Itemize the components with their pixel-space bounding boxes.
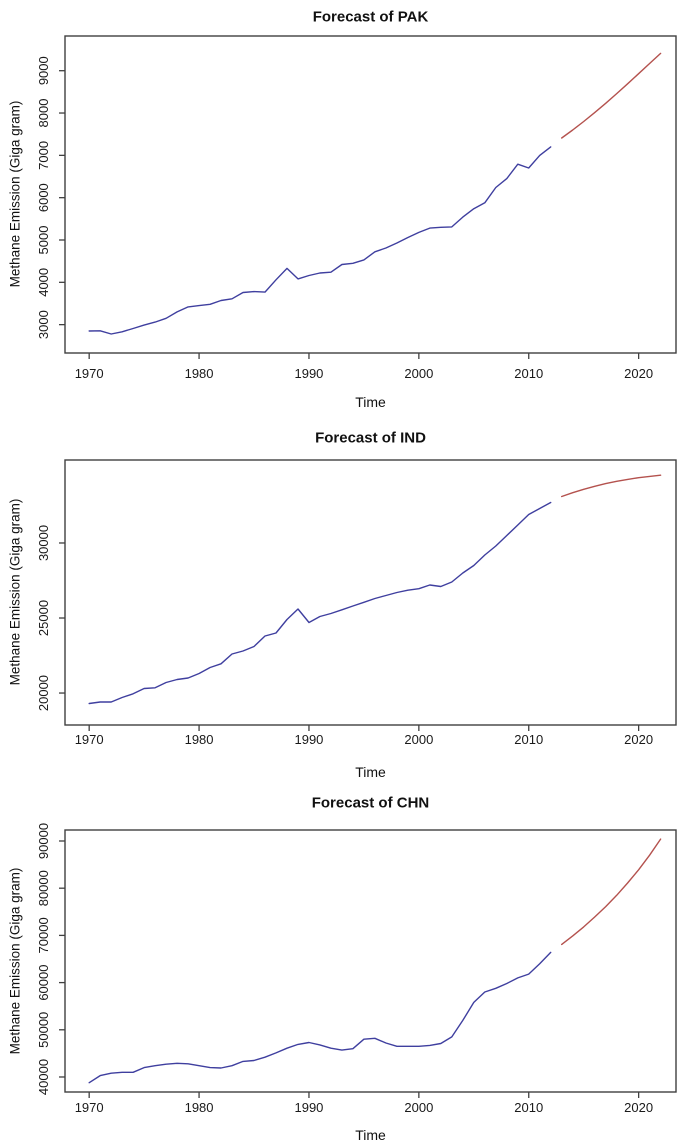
plot-box — [64, 35, 677, 354]
observed-line — [88, 146, 552, 335]
y-tick-label: 8000 — [36, 99, 51, 128]
y-axis-label: Methane Emission (Giga gram) — [7, 100, 23, 288]
y-tick-label: 20000 — [36, 675, 51, 711]
x-tick-label: 2010 — [514, 366, 543, 381]
y-axis-label: Methane Emission (Giga gram) — [7, 867, 23, 1055]
x-tick-label: 1990 — [294, 732, 323, 747]
x-axis-label: Time — [355, 1127, 386, 1143]
y-tick-label: 90000 — [36, 823, 51, 859]
y-tick-label: 4000 — [36, 268, 51, 297]
y-tick-label: 60000 — [36, 965, 51, 1001]
x-tick-label: 1990 — [294, 366, 323, 381]
x-tick-label: 2010 — [514, 1100, 543, 1115]
x-tick-label: 2020 — [624, 732, 653, 747]
chart-forecast-ind: Forecast of IND 1970 1980 1990 2000 2010 2020… — [0, 420, 685, 782]
y-tick-label: 50000 — [36, 1012, 51, 1048]
observed-line — [88, 501, 552, 705]
y-tick-label: 40000 — [36, 1059, 51, 1095]
chart-forecast-chn: Forecast of CHN 1970 1980 1990 2000 2010 2020… — [0, 782, 685, 1145]
observed-line — [88, 951, 552, 1084]
x-tick-label: 1970 — [75, 366, 104, 381]
x-tick-label: 1970 — [75, 732, 104, 747]
x-axis-label: Time — [355, 394, 386, 410]
pak-plot-area: 1970 1980 1990 2000 2010 2020 3000 4000 5000 6000… — [36, 35, 677, 381]
plot-box — [64, 459, 677, 726]
y-tick-label: 5000 — [36, 226, 51, 255]
x-tick-label: 2000 — [404, 732, 433, 747]
y-tick-label: 9000 — [36, 56, 51, 85]
chn-plot-area: 1970 1980 1990 2000 2010 2020 40000 50000 60000 7… — [36, 823, 677, 1115]
chart-title: Forecast of PAK — [312, 8, 429, 26]
x-tick-label: 2020 — [624, 1100, 653, 1115]
x-tick-label: 2000 — [404, 1100, 433, 1115]
x-tick-label: 1970 — [75, 1100, 104, 1115]
forecast-line — [561, 52, 662, 139]
ind-plot-area: 1970 1980 1990 2000 2010 2020 20000 25000 30000 — [36, 459, 677, 747]
x-tick-label: 1990 — [294, 1100, 323, 1115]
y-tick-label: 80000 — [36, 870, 51, 906]
y-tick-label: 30000 — [36, 525, 51, 561]
y-axis-label: Methane Emission (Giga gram) — [7, 498, 23, 686]
chart-forecast-pak: Forecast of PAK 1970 1980 1990 2000 2010 2020… — [0, 0, 685, 420]
forecast-line — [561, 838, 662, 946]
y-tick-label: 25000 — [36, 600, 51, 636]
chart-title: Forecast of CHN — [311, 794, 430, 812]
x-axis-label: Time — [355, 764, 386, 780]
chart-title: Forecast of IND — [315, 429, 426, 447]
y-tick-label: 6000 — [36, 183, 51, 212]
x-tick-label: 1980 — [185, 366, 214, 381]
y-tick-label: 3000 — [36, 310, 51, 339]
y-tick-label: 7000 — [36, 141, 51, 170]
x-tick-label: 2000 — [404, 366, 433, 381]
x-tick-label: 2010 — [514, 732, 543, 747]
x-tick-label: 2020 — [624, 366, 653, 381]
x-tick-label: 1980 — [185, 732, 214, 747]
y-tick-label: 70000 — [36, 917, 51, 953]
x-tick-label: 1980 — [185, 1100, 214, 1115]
forecast-line — [561, 474, 662, 498]
plot-box — [64, 829, 677, 1093]
